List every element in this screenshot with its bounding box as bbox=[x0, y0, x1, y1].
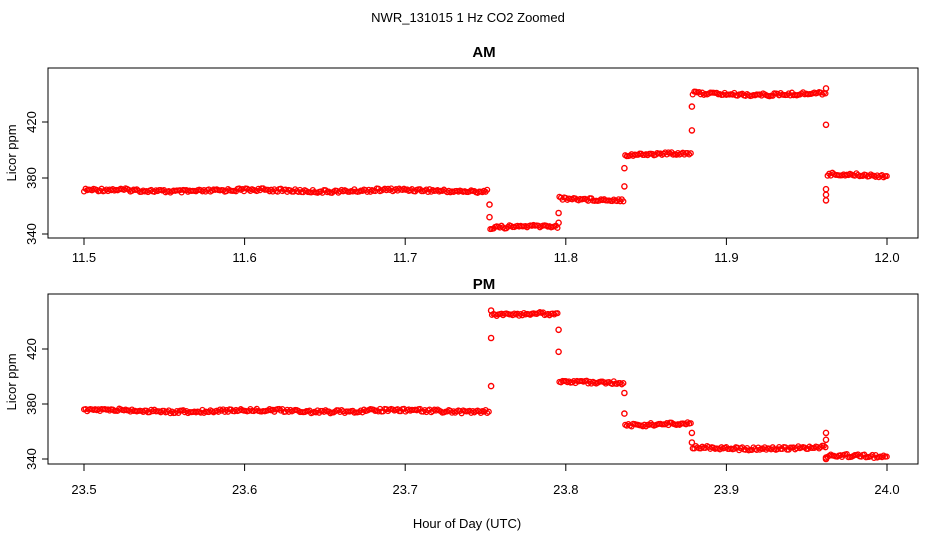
data-point bbox=[822, 444, 829, 451]
data-point bbox=[869, 451, 876, 458]
data-point bbox=[687, 150, 694, 157]
transition-point bbox=[688, 429, 696, 437]
y-tick-label: 420 bbox=[24, 338, 39, 360]
data-point bbox=[554, 310, 561, 317]
data-point bbox=[199, 406, 206, 413]
pm-plot-frame bbox=[47, 293, 919, 465]
am-plot-frame bbox=[47, 67, 919, 239]
pm-data-points bbox=[80, 307, 890, 463]
transition-point bbox=[621, 183, 628, 190]
x-tick-label: 24.0 bbox=[874, 482, 899, 497]
transition-point bbox=[555, 326, 562, 334]
transition-point bbox=[822, 197, 830, 204]
y-tick-label: 380 bbox=[24, 393, 39, 415]
pm-panel: PM Licor ppm 23.5 23.6 23.7 23.8 23.9 24.0 34… bbox=[4, 276, 919, 497]
transition-point bbox=[822, 429, 830, 437]
transition-point bbox=[822, 191, 830, 199]
am-x-axis: 11.5 11.6 11.7 11.8 11.9 12.0 bbox=[72, 238, 900, 265]
x-tick-label: 11.7 bbox=[393, 250, 417, 265]
x-tick-label: 23.9 bbox=[714, 482, 739, 497]
am-panel: AM Licor ppm 11.5 11.6 11.7 11.8 11.9 12.0 34… bbox=[4, 44, 919, 265]
x-tick-label: 23.8 bbox=[553, 482, 578, 497]
transition-point bbox=[688, 439, 696, 446]
transition-point bbox=[621, 410, 628, 417]
am-panel-title: AM bbox=[472, 44, 495, 61]
data-point bbox=[266, 188, 273, 195]
am-y-axis: 340 380 420 bbox=[24, 111, 48, 245]
data-point bbox=[151, 188, 158, 195]
data-point bbox=[883, 453, 890, 460]
data-point bbox=[484, 186, 491, 193]
y-tick-label: 420 bbox=[24, 111, 39, 133]
transition-point bbox=[822, 85, 830, 92]
x-axis-label: Hour of Day (UTC) bbox=[413, 516, 521, 531]
x-tick-label: 23.6 bbox=[232, 482, 257, 497]
data-point bbox=[883, 173, 890, 180]
transition-point bbox=[688, 127, 696, 134]
am-data-points bbox=[80, 85, 890, 233]
pm-x-axis: 23.5 23.6 23.7 23.8 23.9 24.0 bbox=[71, 464, 900, 497]
x-tick-label: 11.5 bbox=[72, 250, 96, 265]
pm-y-axis: 340 380 420 bbox=[24, 338, 48, 470]
data-point bbox=[687, 420, 694, 427]
transition-point bbox=[487, 307, 495, 314]
x-tick-label: 11.9 bbox=[714, 250, 738, 265]
data-point bbox=[819, 91, 826, 98]
y-tick-label: 340 bbox=[24, 448, 39, 470]
data-point bbox=[485, 408, 492, 415]
data-point bbox=[642, 423, 650, 430]
data-point bbox=[104, 188, 112, 195]
transition-point bbox=[822, 455, 830, 463]
data-point bbox=[620, 198, 627, 205]
x-tick-label: 23.7 bbox=[393, 482, 418, 497]
transition-point bbox=[822, 436, 830, 444]
figure-title: NWR_131015 1 Hz CO2 Zoomed bbox=[371, 10, 565, 25]
transition-point bbox=[486, 213, 493, 221]
x-tick-label: 11.8 bbox=[554, 250, 578, 265]
transition-point bbox=[822, 185, 830, 193]
transition-point bbox=[688, 103, 696, 110]
transition-point bbox=[555, 348, 562, 356]
am-y-axis-label: Licor ppm bbox=[4, 124, 19, 181]
data-point bbox=[620, 380, 627, 387]
pm-y-axis-label: Licor ppm bbox=[4, 353, 19, 410]
x-tick-label: 12.0 bbox=[874, 250, 899, 265]
data-point bbox=[784, 91, 791, 99]
transition-point bbox=[822, 121, 830, 129]
transition-point bbox=[555, 219, 562, 227]
transition-point bbox=[487, 382, 495, 390]
transition-point bbox=[487, 334, 495, 342]
transition-point bbox=[621, 389, 628, 397]
transition-point bbox=[621, 164, 628, 172]
y-tick-label: 340 bbox=[24, 223, 39, 245]
transition-point bbox=[486, 201, 493, 208]
y-tick-label: 380 bbox=[24, 167, 39, 189]
x-tick-label: 23.5 bbox=[71, 482, 96, 497]
data-point bbox=[843, 450, 850, 458]
pm-panel-title: PM bbox=[473, 276, 496, 293]
transition-point bbox=[555, 209, 562, 217]
x-tick-label: 11.6 bbox=[232, 250, 256, 265]
